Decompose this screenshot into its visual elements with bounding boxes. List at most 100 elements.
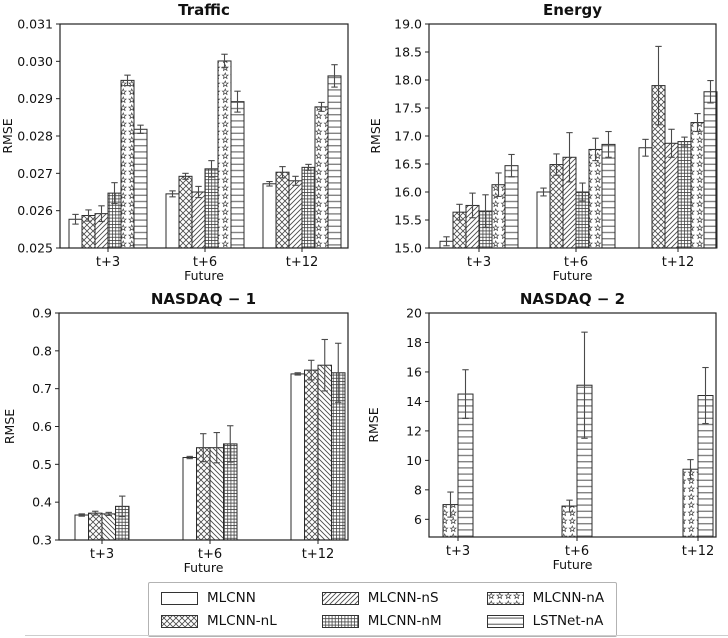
x-tick-label: t+6 bbox=[564, 255, 588, 270]
y-tick-label: 15.5 bbox=[394, 213, 422, 228]
legend-item: MLCNN-nM bbox=[321, 611, 442, 631]
legend-label: MLCNN bbox=[207, 590, 256, 606]
axes-spines bbox=[59, 23, 349, 249]
bar bbox=[191, 191, 206, 249]
axes-spines bbox=[58, 312, 349, 541]
x-tick-label: t+3 bbox=[467, 255, 491, 270]
chart-title: Energy bbox=[543, 1, 602, 19]
legend-swatch-grid-icon bbox=[321, 614, 359, 628]
y-tick-label: 12 bbox=[406, 423, 422, 438]
x-tick-label: t+12 bbox=[302, 547, 335, 562]
x-tick-label: t+3 bbox=[90, 547, 114, 562]
x-tick-label: t+12 bbox=[286, 255, 319, 270]
bar bbox=[262, 183, 277, 249]
legend-label: MLCNN-nS bbox=[367, 590, 439, 606]
bar bbox=[703, 91, 718, 249]
bar bbox=[304, 369, 319, 541]
x-tick-label: t+6 bbox=[198, 547, 222, 562]
y-tick-label: 18.0 bbox=[394, 73, 422, 88]
chart-title: NASDAQ − 2 bbox=[520, 290, 625, 308]
x-tick-label: t+12 bbox=[682, 544, 715, 559]
legend-swatch bbox=[161, 591, 198, 605]
bar bbox=[204, 168, 219, 249]
y-axis-label: RMSE bbox=[368, 118, 383, 153]
y-tick-label: 0.7 bbox=[32, 381, 52, 396]
bar bbox=[314, 106, 329, 249]
x-tick-label: t+12 bbox=[662, 255, 695, 270]
y-tick-label: 17.0 bbox=[394, 129, 422, 144]
x-axis-label: Future bbox=[184, 560, 224, 575]
y-tick-label: 15.0 bbox=[394, 241, 422, 256]
y-tick-label: 17.5 bbox=[394, 101, 422, 116]
bottom-rule bbox=[25, 635, 728, 636]
bar bbox=[178, 175, 193, 249]
y-tick-label: 0.4 bbox=[32, 495, 52, 510]
y-tick-label: 16 bbox=[406, 364, 422, 379]
chart-nasdaq1: NASDAQ − 1 RMSE Future 0.3 0.4 0.5 0.6 0.7 0.8 0.… bbox=[2, 290, 349, 575]
legend-swatch bbox=[486, 614, 524, 628]
x-tick-label: t+3 bbox=[446, 544, 470, 559]
y-tick-label: 0.6 bbox=[32, 419, 52, 434]
x-axis-label: Future bbox=[553, 268, 593, 283]
legend: MLCNN MLCNN-nS MLCNN-nA MLCNN-nL MLCNN-n… bbox=[148, 582, 618, 637]
y-axis-label: RMSE bbox=[2, 409, 17, 444]
y-tick-label: 10 bbox=[406, 453, 422, 468]
bar bbox=[74, 514, 89, 541]
bar bbox=[120, 79, 135, 249]
legend-swatch bbox=[486, 591, 524, 605]
y-tick-label: 8 bbox=[414, 482, 422, 497]
bar bbox=[133, 128, 148, 249]
y-tick-label: 0.3 bbox=[32, 533, 52, 548]
bar bbox=[88, 512, 103, 541]
y-tick-label: 16.0 bbox=[394, 185, 422, 200]
legend-label: LSTNet-nA bbox=[532, 613, 604, 629]
legend-label: MLCNN-nA bbox=[532, 590, 605, 606]
legend-swatch-stars-icon bbox=[486, 591, 524, 605]
bar bbox=[536, 191, 551, 249]
y-tick-label: 0.8 bbox=[32, 343, 52, 358]
legend-item: MLCNN-nA bbox=[486, 588, 605, 608]
bar bbox=[217, 60, 232, 249]
chart-energy: Energy RMSE Future 15.0 15.5 16.0 16.5 17.0 17.5… bbox=[368, 1, 718, 283]
legend-item: MLCNN bbox=[161, 588, 277, 608]
x-tick-label: t+3 bbox=[96, 255, 120, 270]
y-tick-label: 0.031 bbox=[17, 17, 53, 32]
x-tick-label: t+6 bbox=[565, 544, 589, 559]
legend-swatch-diag-icon bbox=[321, 591, 359, 605]
bar bbox=[275, 171, 290, 249]
y-tick-label: 0.029 bbox=[17, 91, 53, 106]
legend-swatch-cross-icon bbox=[161, 614, 198, 628]
y-tick-label: 0.025 bbox=[17, 241, 53, 256]
legend-label: MLCNN-nM bbox=[367, 613, 442, 629]
bar bbox=[290, 373, 305, 541]
legend-item: LSTNet-nA bbox=[486, 611, 604, 631]
bar bbox=[101, 513, 116, 541]
legend-item: MLCNN-nS bbox=[321, 588, 442, 608]
y-tick-label: 6 bbox=[414, 512, 422, 527]
bar bbox=[638, 147, 653, 249]
x-axis-label: Future bbox=[184, 268, 224, 283]
bar bbox=[664, 142, 679, 249]
y-tick-label: 0.5 bbox=[32, 457, 52, 472]
bar bbox=[682, 468, 699, 538]
legend-swatch bbox=[161, 614, 198, 628]
y-axis-label: RMSE bbox=[366, 407, 381, 442]
x-tick-label: t+6 bbox=[193, 255, 217, 270]
chart-traffic: Traffic RMSE Future 0.025 0.026 0.027 0.028 0.0… bbox=[0, 1, 349, 283]
axes-spines bbox=[428, 23, 717, 249]
bar bbox=[677, 141, 692, 249]
y-tick-label: 0.026 bbox=[17, 203, 53, 218]
bar bbox=[549, 164, 564, 249]
bar bbox=[301, 166, 316, 249]
chart-title: NASDAQ − 1 bbox=[151, 290, 256, 308]
bar bbox=[327, 75, 342, 249]
legend-label: MLCNN-nL bbox=[207, 613, 277, 629]
y-tick-label: 20 bbox=[406, 306, 422, 321]
y-tick-label: 0.030 bbox=[17, 54, 53, 69]
bar bbox=[288, 180, 303, 249]
legend-swatch bbox=[321, 614, 359, 628]
bar bbox=[165, 193, 180, 249]
y-tick-label: 16.5 bbox=[394, 157, 422, 172]
chart-title: Traffic bbox=[178, 1, 230, 19]
